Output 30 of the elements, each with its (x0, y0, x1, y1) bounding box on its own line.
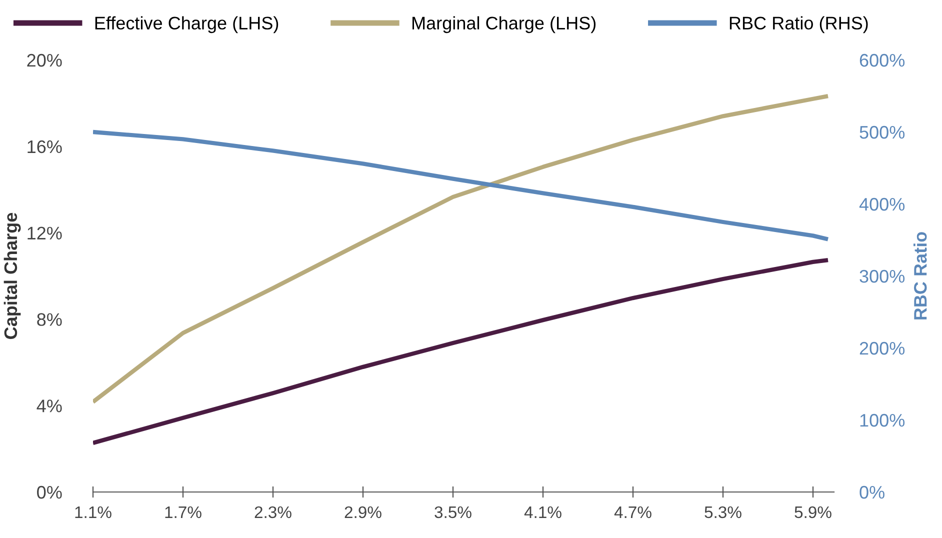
y-tick-label: 8% (37, 313, 62, 326)
y2-tick-label: 500% (860, 126, 905, 139)
y2-axis-title: RBC Ratio (914, 232, 927, 320)
y-axis-title: Capital Charge (4, 212, 21, 339)
y2-tick-label: 300% (860, 270, 905, 283)
y-tick-label: 4% (36, 400, 62, 412)
y-tick-label: 20% (27, 54, 62, 67)
x-tick-label: 4.7% (614, 506, 652, 518)
x-tick-label: 3.5% (434, 506, 472, 518)
x-tick-label: 1.1% (75, 506, 112, 518)
line-series (93, 130, 830, 242)
legend-label: Effective Charge (LHS) (95, 16, 278, 34)
x-tick-label: 2.3% (254, 506, 292, 518)
x-tick-label: 5.3% (704, 506, 742, 518)
legend-label: RBC Ratio (RHS) (730, 16, 868, 34)
x-tick-label: 5.9% (794, 506, 832, 518)
line-series (93, 94, 830, 404)
y2-tick-label: 0% (860, 486, 884, 499)
x-tick-label: 2.9% (344, 506, 382, 518)
x-tick-label: 4.1% (524, 506, 562, 518)
line-series (93, 258, 830, 446)
y-tick-label: 16% (28, 140, 62, 154)
y2-tick-label: 100% (860, 414, 905, 427)
legend-label: Marginal Charge (LHS) (412, 16, 596, 34)
x-tick-label: 1.7% (165, 506, 202, 518)
y2-tick-label: 400% (859, 198, 905, 211)
y-tick-label: 12% (28, 226, 62, 240)
y2-tick-label: 200% (860, 342, 905, 355)
y-tick-label: 0% (37, 486, 62, 499)
y2-tick-label: 600% (860, 54, 905, 67)
